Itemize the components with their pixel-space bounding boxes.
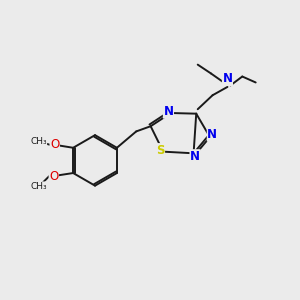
Text: N: N bbox=[222, 72, 233, 86]
Text: N: N bbox=[164, 105, 173, 118]
Text: O: O bbox=[50, 138, 59, 151]
Text: S: S bbox=[156, 144, 164, 157]
Text: CH₃: CH₃ bbox=[30, 137, 47, 146]
Text: N: N bbox=[190, 150, 200, 163]
Text: O: O bbox=[49, 169, 58, 182]
Text: CH₃: CH₃ bbox=[31, 182, 47, 191]
Text: N: N bbox=[207, 128, 218, 141]
